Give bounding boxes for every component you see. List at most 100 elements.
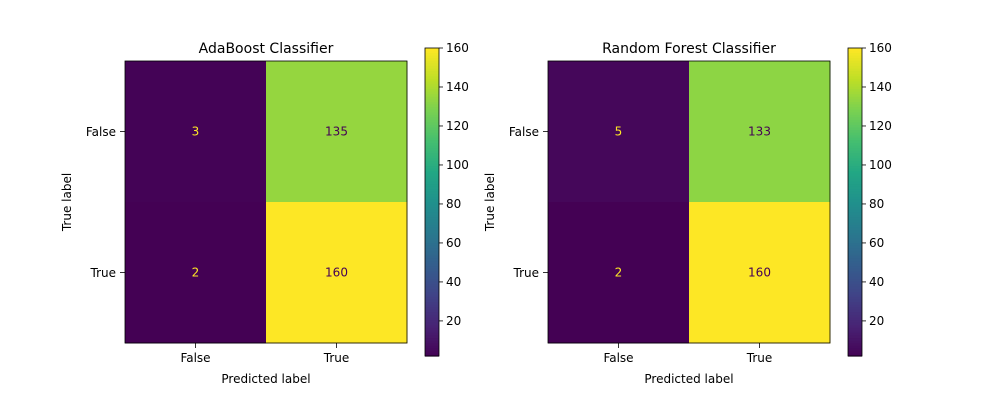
colorbar-band xyxy=(848,204,862,208)
colorbar-band xyxy=(425,214,439,218)
colorbar-band xyxy=(425,279,439,283)
colorbar-band xyxy=(848,176,862,180)
colorbar-tick-label: 100 xyxy=(869,158,892,172)
colorbar-band xyxy=(425,245,439,249)
cell-value-label: 133 xyxy=(748,125,771,139)
colorbar-band xyxy=(425,119,439,124)
colorbar-band xyxy=(425,186,439,190)
y-tick-label: False xyxy=(509,125,539,139)
colorbar-band xyxy=(425,261,439,265)
colorbar-band xyxy=(425,273,439,278)
colorbar-band xyxy=(848,114,862,118)
colorbar-band xyxy=(848,338,862,342)
colorbar-band xyxy=(425,212,439,216)
colorbar-band xyxy=(848,286,862,290)
colorbar-band xyxy=(425,53,439,57)
colorbar-band xyxy=(425,317,439,321)
colorbar-band xyxy=(848,307,862,311)
colorbar-band xyxy=(848,194,862,198)
heatmap-cell xyxy=(266,61,408,203)
colorbar-band xyxy=(425,86,439,90)
cell-value-label: 160 xyxy=(325,266,348,280)
y-tick-label: False xyxy=(86,125,116,139)
colorbar-band xyxy=(848,127,862,131)
colorbar-band xyxy=(425,145,439,149)
colorbar-band xyxy=(425,158,439,162)
colorbar-band xyxy=(425,207,439,211)
colorbar-band xyxy=(848,53,862,57)
colorbar-band xyxy=(848,353,862,357)
colorbar-band xyxy=(425,181,439,185)
colorbar-band xyxy=(425,240,439,244)
colorbar-band xyxy=(848,71,862,75)
colorbar-band xyxy=(425,291,439,295)
colorbar-band xyxy=(848,294,862,298)
colorbar-band xyxy=(848,145,862,149)
colorbar xyxy=(848,48,862,357)
colorbar-band xyxy=(848,243,862,247)
colorbar-band xyxy=(425,232,439,236)
colorbar-band xyxy=(425,217,439,221)
heatmap-frame xyxy=(547,60,831,344)
colorbar-band xyxy=(848,117,862,121)
colorbar-tick-label: 20 xyxy=(869,314,884,328)
colorbar-band xyxy=(425,327,439,331)
cell-value-label: 135 xyxy=(325,125,348,139)
colorbar-band xyxy=(848,63,862,67)
colorbar-band xyxy=(425,299,439,303)
colorbar-band xyxy=(848,219,862,224)
colorbar-band xyxy=(425,312,439,316)
colorbar-band xyxy=(848,81,862,85)
colorbar-band xyxy=(848,209,862,213)
colorbar-band xyxy=(425,130,439,134)
colorbar-band xyxy=(425,140,439,144)
colorbar-band xyxy=(425,168,439,172)
x-axis-label: Predicted label xyxy=(644,372,733,386)
colorbar-tick-label: 120 xyxy=(869,119,892,133)
colorbar-band xyxy=(425,222,439,226)
colorbar-band xyxy=(425,83,439,88)
colorbar-band xyxy=(425,309,439,313)
colorbar-band xyxy=(425,314,439,319)
colorbar-band xyxy=(425,137,439,141)
colorbar-tick-label: 160 xyxy=(869,41,892,55)
chart-title: Random Forest Classifier xyxy=(602,41,776,57)
colorbar-band xyxy=(848,299,862,303)
colorbar-band xyxy=(848,248,862,252)
colorbar-band xyxy=(425,114,439,118)
colorbar-band xyxy=(848,196,862,201)
colorbar-band xyxy=(848,168,862,172)
colorbar-band xyxy=(848,50,862,54)
x-tick-label: False xyxy=(180,351,210,365)
cell-value-label: 160 xyxy=(748,266,771,280)
cell-value-label: 2 xyxy=(192,266,200,280)
colorbar-band xyxy=(425,345,439,349)
colorbar-band xyxy=(425,96,439,100)
colorbar-band xyxy=(848,78,862,82)
colorbar-band xyxy=(425,48,439,52)
colorbar-band xyxy=(425,281,439,285)
colorbar-band xyxy=(425,332,439,337)
colorbar-band xyxy=(848,148,862,152)
colorbar-band xyxy=(848,109,862,113)
colorbar-band xyxy=(425,142,439,147)
colorbar-band xyxy=(848,150,862,154)
y-tick-label: True xyxy=(513,266,540,280)
x-tick-label: False xyxy=(603,351,633,365)
colorbar-band xyxy=(848,348,862,352)
colorbar-band xyxy=(425,348,439,352)
colorbar-band xyxy=(848,68,862,72)
colorbar-tick-label: 20 xyxy=(446,314,461,328)
colorbar-band xyxy=(848,314,862,319)
colorbar-band xyxy=(848,279,862,283)
colorbar-band xyxy=(425,230,439,234)
colorbar-band xyxy=(848,184,862,188)
colorbar-band xyxy=(425,189,439,193)
colorbar-band xyxy=(848,232,862,236)
colorbar-band xyxy=(425,63,439,67)
heatmap-cell xyxy=(125,61,267,203)
colorbar-band xyxy=(848,253,862,257)
colorbar-band xyxy=(425,153,439,157)
colorbar-band xyxy=(425,163,439,167)
colorbar-band xyxy=(425,353,439,357)
